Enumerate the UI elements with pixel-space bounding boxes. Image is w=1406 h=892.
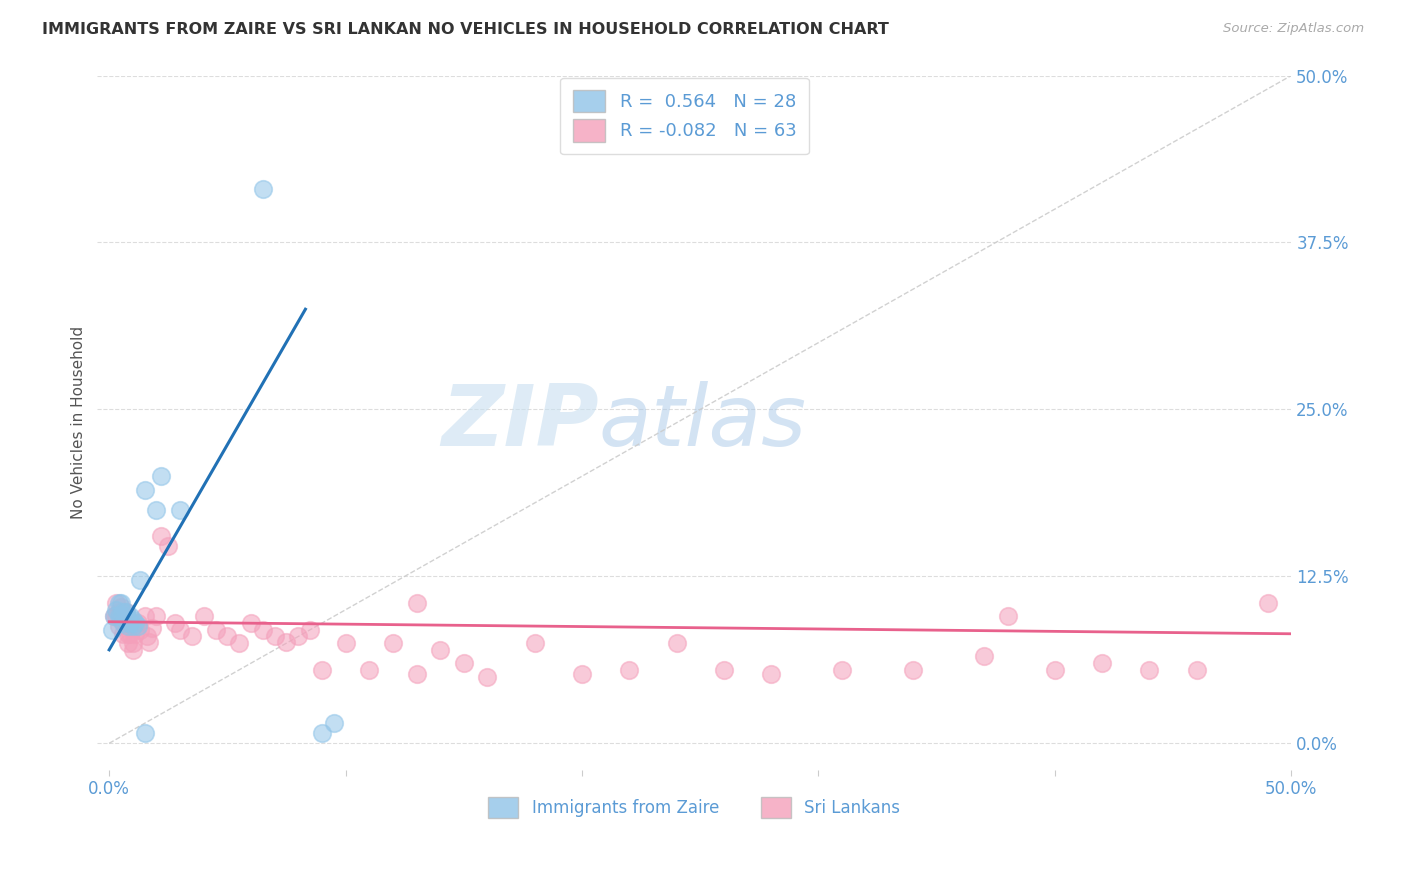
Point	[831, 663, 853, 677]
Point	[129, 623, 152, 637]
Point	[299, 623, 322, 637]
Point	[252, 623, 274, 637]
Point	[120, 627, 142, 641]
Point	[477, 669, 499, 683]
Point	[228, 636, 250, 650]
Point	[120, 609, 142, 624]
Point	[169, 623, 191, 637]
Point	[105, 609, 128, 624]
Point	[110, 600, 132, 615]
Point	[311, 663, 333, 677]
Point	[112, 614, 135, 628]
Point	[381, 636, 404, 650]
Point	[117, 627, 139, 641]
Y-axis label: No Vehicles in Household: No Vehicles in Household	[72, 326, 86, 519]
Point	[523, 636, 546, 650]
Point	[112, 627, 135, 641]
Point	[1091, 656, 1114, 670]
Text: IMMIGRANTS FROM ZAIRE VS SRI LANKAN NO VEHICLES IN HOUSEHOLD CORRELATION CHART: IMMIGRANTS FROM ZAIRE VS SRI LANKAN NO V…	[42, 22, 889, 37]
Point	[901, 663, 924, 677]
Point	[252, 182, 274, 196]
Point	[335, 636, 357, 650]
Point	[1043, 663, 1066, 677]
Point	[127, 616, 149, 631]
Point	[263, 630, 285, 644]
Point	[117, 619, 139, 633]
Point	[121, 636, 143, 650]
Point	[1185, 663, 1208, 677]
Point	[145, 502, 167, 516]
Point	[157, 539, 180, 553]
Point	[120, 616, 142, 631]
Point	[429, 642, 451, 657]
Point	[165, 616, 187, 631]
Point	[759, 666, 782, 681]
Text: ZIP: ZIP	[441, 381, 599, 464]
Point	[134, 483, 156, 497]
Point	[181, 630, 204, 644]
Point	[405, 596, 427, 610]
Point	[619, 663, 641, 677]
Point	[103, 609, 125, 624]
Text: atlas: atlas	[599, 381, 807, 464]
Point	[150, 469, 173, 483]
Point	[997, 609, 1019, 624]
Point	[973, 649, 995, 664]
Point	[124, 627, 146, 641]
Point	[311, 725, 333, 739]
Point	[138, 634, 160, 648]
Point	[105, 596, 128, 610]
Point	[107, 596, 129, 610]
Point	[100, 623, 122, 637]
Point	[112, 606, 135, 620]
Point	[117, 612, 139, 626]
Point	[110, 609, 132, 624]
Point	[1139, 663, 1161, 677]
Point	[136, 630, 159, 644]
Point	[141, 622, 163, 636]
Point	[287, 630, 309, 644]
Point	[121, 614, 143, 628]
Point	[359, 663, 381, 677]
Point	[110, 596, 132, 610]
Point	[129, 574, 152, 588]
Point	[107, 606, 129, 620]
Point	[204, 623, 226, 637]
Point	[117, 636, 139, 650]
Point	[103, 609, 125, 624]
Point	[713, 663, 735, 677]
Point	[124, 616, 146, 631]
Point	[405, 666, 427, 681]
Point	[217, 630, 239, 644]
Point	[193, 609, 215, 624]
Point	[121, 619, 143, 633]
Point	[110, 614, 132, 628]
Point	[107, 609, 129, 624]
Point	[107, 619, 129, 633]
Point	[134, 725, 156, 739]
Point	[127, 619, 149, 633]
Point	[240, 616, 263, 631]
Point	[114, 616, 136, 631]
Point	[322, 716, 344, 731]
Point	[145, 609, 167, 624]
Point	[571, 666, 593, 681]
Point	[121, 642, 143, 657]
Point	[453, 656, 475, 670]
Text: Source: ZipAtlas.com: Source: ZipAtlas.com	[1223, 22, 1364, 36]
Point	[276, 634, 298, 648]
Point	[112, 616, 135, 631]
Point	[1257, 596, 1279, 610]
Point	[105, 603, 128, 617]
Point	[114, 606, 136, 620]
Point	[150, 529, 173, 543]
Point	[134, 609, 156, 624]
Point	[114, 612, 136, 626]
Legend: Immigrants from Zaire, Sri Lankans: Immigrants from Zaire, Sri Lankans	[482, 790, 907, 824]
Point	[114, 606, 136, 620]
Point	[169, 502, 191, 516]
Point	[665, 636, 688, 650]
